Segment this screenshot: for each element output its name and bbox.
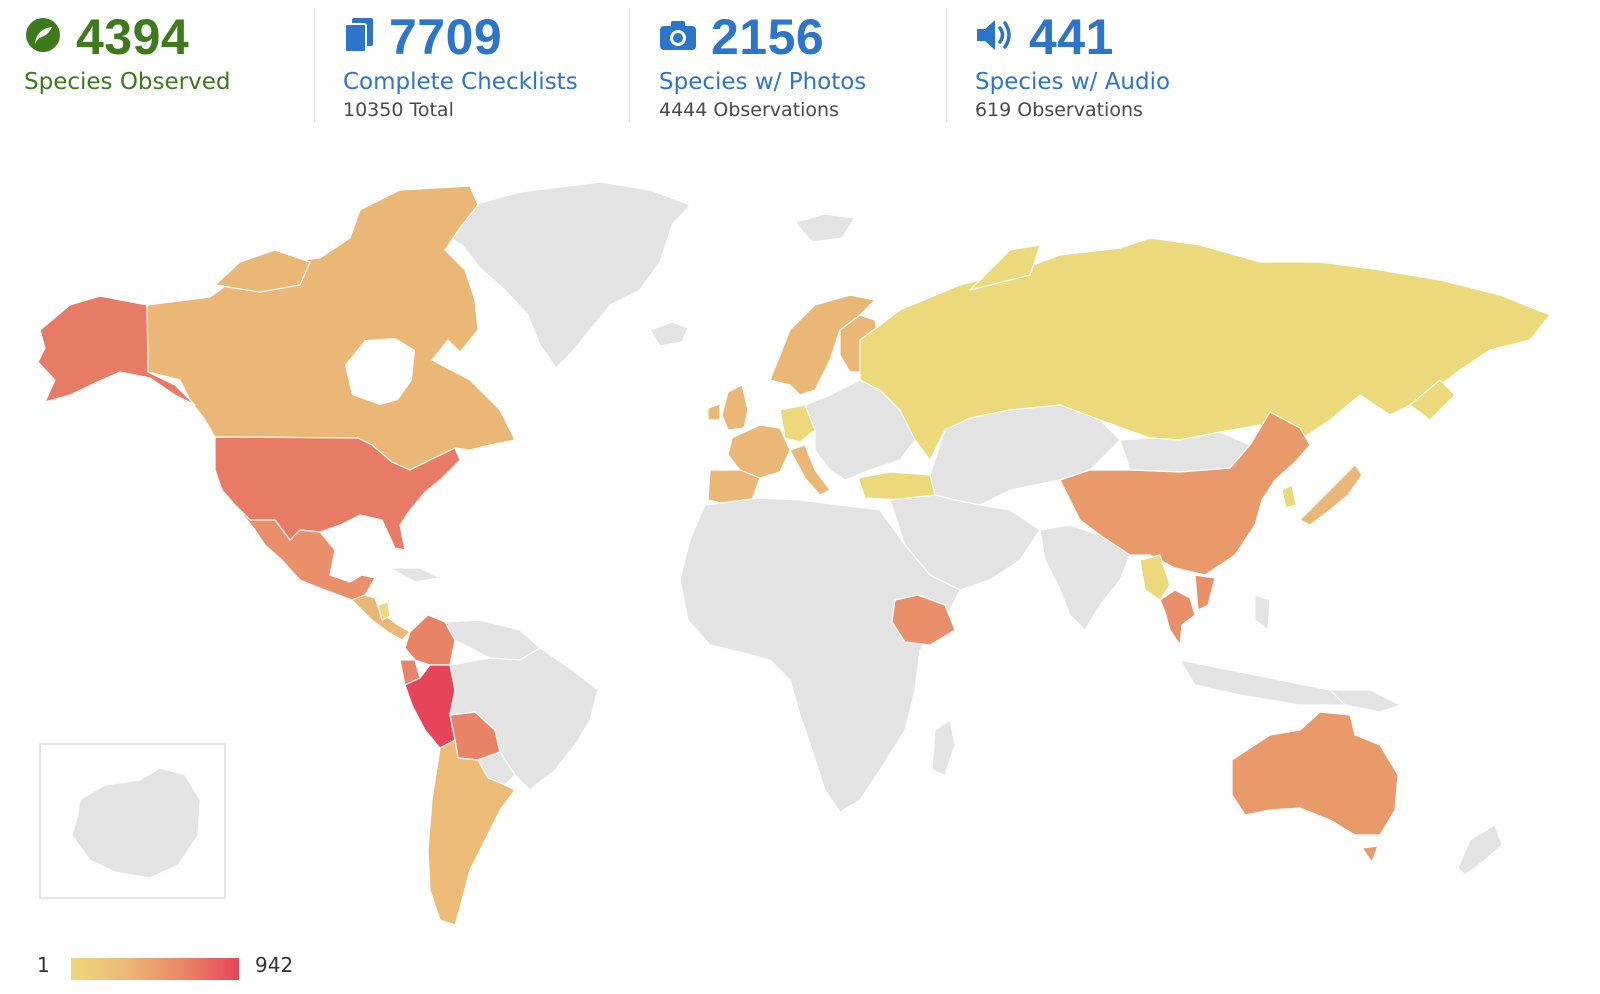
map-region-vietnam[interactable]: [1194, 574, 1216, 611]
map-region-myanmar[interactable]: [1139, 554, 1171, 601]
map-region-svalbard[interactable]: [794, 213, 856, 243]
map-region-argentina-chile[interactable]: [427, 739, 516, 926]
map-region-tasmania[interactable]: [1361, 845, 1379, 863]
map-region-france[interactable]: [727, 424, 791, 479]
map-region-ireland[interactable]: [707, 403, 721, 421]
map-hudson-bay: [345, 338, 415, 405]
photos-label: Species w/ Photos: [659, 69, 867, 95]
photos-observations: 4444 Observations: [659, 99, 839, 121]
photos-count: 2156: [711, 9, 825, 65]
map-region-madagascar[interactable]: [931, 719, 956, 776]
map-region-philippines[interactable]: [1254, 594, 1271, 631]
map-region-africa[interactable]: [679, 497, 961, 813]
legend-min-label: 1: [37, 953, 50, 977]
camera-icon: [659, 19, 697, 55]
map-region-alaska[interactable]: [37, 295, 196, 406]
map-region-mexico[interactable]: [234, 504, 376, 601]
map-region-brazil[interactable]: [449, 647, 599, 791]
map-region-antarctica[interactable]: [71, 767, 201, 879]
legend-max-label: 942: [255, 953, 294, 977]
map-region-uk[interactable]: [721, 384, 749, 431]
divider: [629, 8, 630, 122]
stat-complete-checklists[interactable]: 7709 Complete Checklists 10350 Total: [343, 6, 623, 121]
map-region-greenland[interactable]: [439, 181, 691, 369]
map-region-australia[interactable]: [1231, 711, 1399, 836]
map-region-canada-islands[interactable]: [214, 249, 311, 293]
species-observed-count: 4394: [76, 9, 190, 65]
stat-species-observed[interactable]: 4394 Species Observed: [24, 6, 304, 121]
map-region-russia-north-isles[interactable]: [969, 244, 1041, 291]
divider: [946, 8, 947, 122]
map-region-thailand[interactable]: [1159, 589, 1196, 646]
map-region-iceland[interactable]: [649, 321, 689, 347]
divider: [314, 8, 315, 122]
map-region-new-guinea[interactable]: [1329, 689, 1401, 713]
map-region-india[interactable]: [1039, 524, 1131, 631]
world-map[interactable]: [0, 165, 1600, 945]
map-region-china[interactable]: [1059, 411, 1311, 576]
map-region-japan[interactable]: [1299, 464, 1363, 526]
map-region-kamchatka[interactable]: [1409, 379, 1456, 421]
stats-bar: 4394 Species Observed 7709 Complete Chec…: [0, 0, 1600, 125]
checklists-count: 7709: [389, 9, 503, 65]
audio-observations: 619 Observations: [975, 99, 1143, 121]
map-region-germany[interactable]: [779, 404, 816, 443]
speaker-icon: [975, 17, 1015, 57]
species-observed-label: Species Observed: [24, 69, 231, 95]
map-region-cuba[interactable]: [389, 567, 441, 583]
checklist-icon: [343, 17, 375, 57]
map-region-italy[interactable]: [789, 444, 831, 496]
map-region-venezuela[interactable]: [444, 619, 541, 661]
map-region-ethiopia[interactable]: [891, 594, 956, 646]
map-region-canada[interactable]: [146, 185, 516, 471]
audio-label: Species w/ Audio: [975, 69, 1171, 95]
map-region-costa-rica[interactable]: [377, 601, 391, 621]
checklists-total: 10350 Total: [343, 99, 454, 121]
checklists-label: Complete Checklists: [343, 69, 578, 95]
audio-count: 441: [1029, 9, 1114, 65]
legend-gradient-bar: [71, 958, 239, 980]
map-region-new-zealand[interactable]: [1457, 824, 1503, 876]
stat-species-audio[interactable]: 441 Species w/ Audio 619 Observations: [975, 6, 1255, 121]
map-region-korea[interactable]: [1281, 484, 1297, 509]
leaf-icon: [24, 16, 62, 58]
color-scale-legend: 1 942: [0, 945, 400, 985]
stat-species-photos[interactable]: 2156 Species w/ Photos 4444 Observations: [659, 6, 939, 121]
